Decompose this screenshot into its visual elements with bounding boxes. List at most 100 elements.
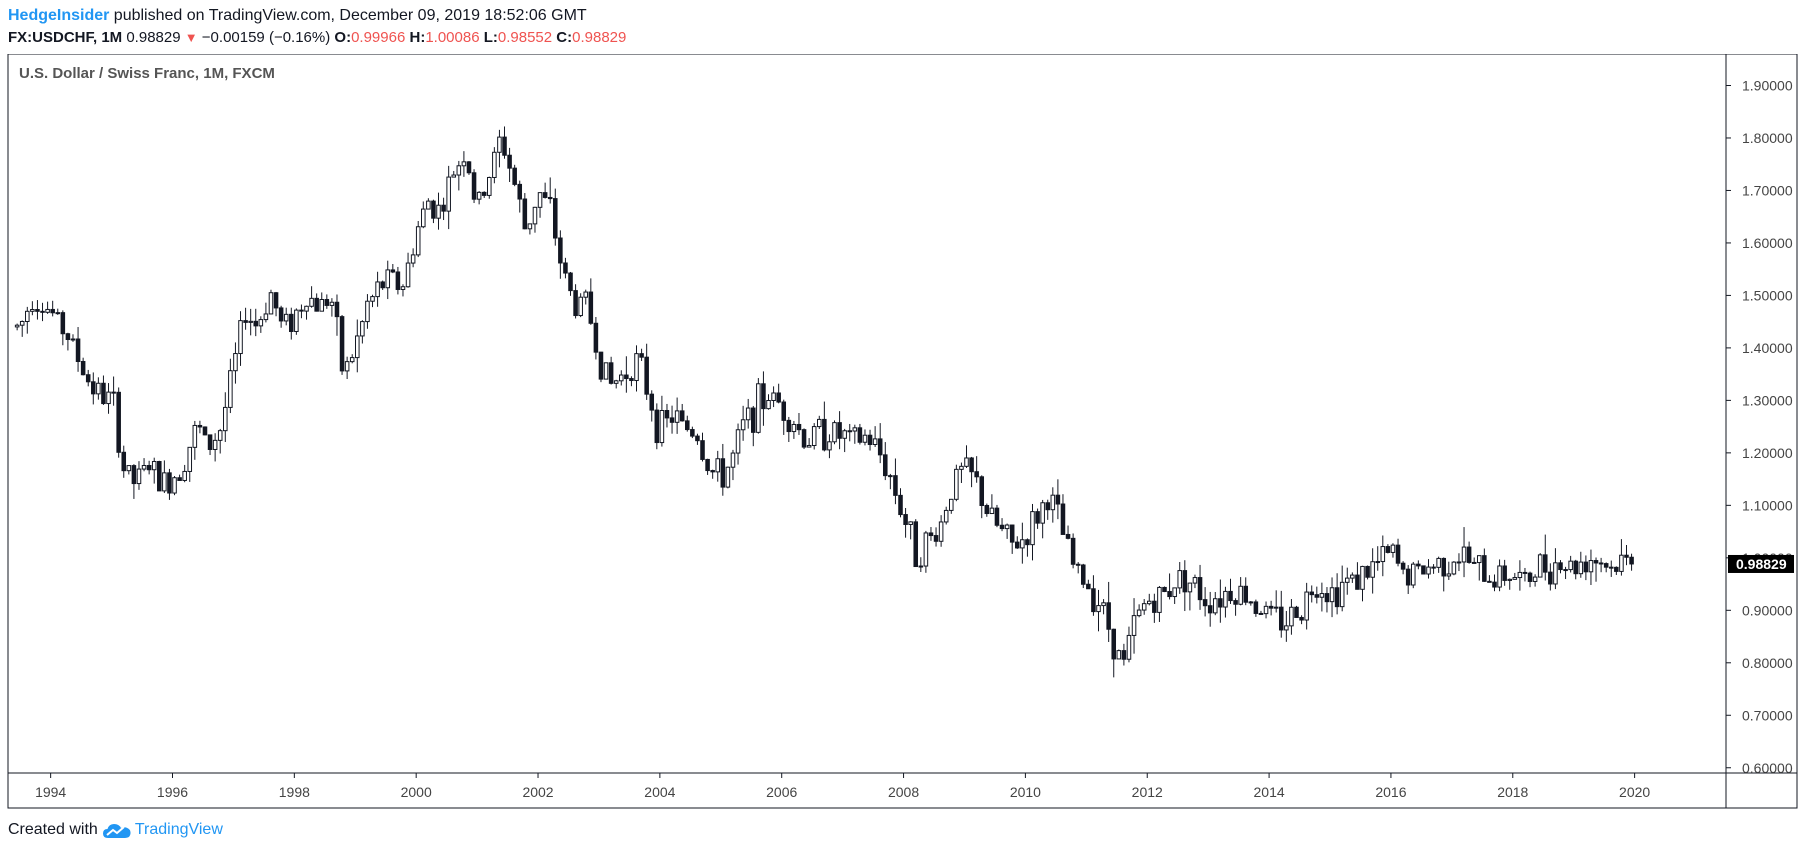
candle-down: [710, 470, 715, 473]
candle-up: [1436, 557, 1441, 568]
candle-up: [1096, 605, 1101, 613]
candle-up: [1319, 593, 1325, 598]
y-tick-label: 1.10000: [1742, 497, 1793, 513]
candle-up: [1263, 605, 1269, 615]
candle-down: [65, 333, 71, 340]
candle-down: [431, 200, 436, 219]
candle-up: [1136, 609, 1142, 617]
candle-up: [248, 320, 253, 323]
candle-up: [375, 281, 380, 298]
high-label: H:: [409, 29, 426, 46]
x-tick-label: 1996: [157, 784, 188, 800]
candle-up: [1588, 560, 1594, 573]
candle-up: [603, 362, 609, 380]
x-tick-label: 2006: [766, 784, 797, 800]
candle-up: [1020, 539, 1025, 549]
candle-down: [80, 360, 86, 376]
candle-down: [913, 521, 919, 568]
candle-down: [1202, 599, 1208, 607]
candle-up: [1456, 561, 1462, 564]
candle-down: [893, 475, 898, 496]
candle-down: [644, 356, 649, 395]
candle-up: [405, 262, 411, 288]
candle-down: [761, 383, 766, 410]
y-tick-label: 0.60000: [1742, 760, 1793, 776]
candle-down: [1055, 494, 1061, 505]
candle-up: [1157, 586, 1162, 613]
candle-down: [877, 438, 883, 456]
candle-up: [827, 441, 832, 451]
candle-down: [202, 426, 208, 436]
candle-up: [151, 461, 157, 471]
candle-down: [1598, 562, 1604, 565]
candle-down: [253, 320, 259, 327]
candle-down: [50, 308, 55, 314]
candle-down: [867, 434, 873, 446]
candle-down: [471, 172, 477, 200]
candles-group: [14, 126, 1634, 678]
candle-down: [994, 507, 1000, 526]
x-tick-label: 2014: [1254, 784, 1285, 800]
candle-down: [1563, 569, 1568, 572]
candle-up: [725, 466, 731, 488]
candle-down: [1573, 560, 1579, 575]
candle-down: [705, 458, 710, 472]
x-tick-label: 2020: [1619, 784, 1650, 800]
candle-up: [233, 353, 238, 372]
candle-down: [395, 271, 401, 290]
candle-up: [634, 353, 639, 382]
candle-up: [537, 192, 543, 208]
candle-up: [1339, 581, 1345, 608]
candle-up: [136, 468, 142, 485]
footer: Created with TradingView: [8, 821, 223, 839]
candle-up: [1146, 600, 1152, 605]
candle-down: [1314, 594, 1320, 598]
candle-down: [1441, 557, 1447, 577]
candle-up: [172, 477, 177, 494]
candle-up: [1116, 650, 1122, 660]
price-chart[interactable]: U.S. Dollar / Swiss Franc, 1M, FXCM 0.600…: [0, 54, 1805, 812]
candle-up: [212, 439, 218, 450]
tradingview-brand-link[interactable]: TradingView: [102, 821, 223, 839]
candle-up: [217, 430, 223, 441]
candle-down: [157, 461, 162, 492]
candle-down: [512, 167, 517, 185]
candle-down: [314, 297, 319, 312]
candle-down: [1400, 562, 1406, 570]
author-link[interactable]: HedgeInsider: [8, 7, 110, 24]
price-change: −0.00159 (−0.16%): [201, 29, 331, 46]
candle-up: [1141, 603, 1147, 611]
candle-down: [1583, 561, 1589, 573]
candle-down: [649, 393, 655, 411]
candle-down: [928, 532, 934, 537]
candle-up: [1537, 554, 1543, 578]
candle-down: [751, 407, 756, 433]
candle-down: [1558, 562, 1563, 571]
candle-up: [1532, 576, 1538, 582]
candle-up: [578, 296, 583, 317]
candle-up: [228, 370, 233, 408]
candle-down: [1025, 539, 1030, 546]
candle-up: [1517, 571, 1523, 579]
candle-down: [1121, 650, 1127, 660]
candle-down: [507, 154, 512, 169]
candle-up: [1004, 524, 1010, 530]
candle-up: [492, 151, 497, 178]
candle-up: [1050, 494, 1056, 511]
x-tick-label: 2018: [1497, 784, 1528, 800]
candle-down: [1035, 511, 1040, 524]
candle-up: [1360, 565, 1365, 590]
candle-down: [781, 401, 787, 421]
candle-down: [35, 309, 40, 312]
candle-down: [111, 391, 116, 394]
candle-down: [1593, 560, 1599, 564]
candle-down: [1395, 544, 1401, 564]
candle-up: [70, 338, 76, 341]
candle-up: [1507, 578, 1513, 581]
close-label: C:: [556, 29, 573, 46]
candle-up: [1578, 561, 1584, 575]
candle-up: [730, 452, 736, 468]
candle-down: [1253, 601, 1259, 614]
candle-down: [573, 290, 578, 317]
candle-up: [258, 319, 264, 327]
